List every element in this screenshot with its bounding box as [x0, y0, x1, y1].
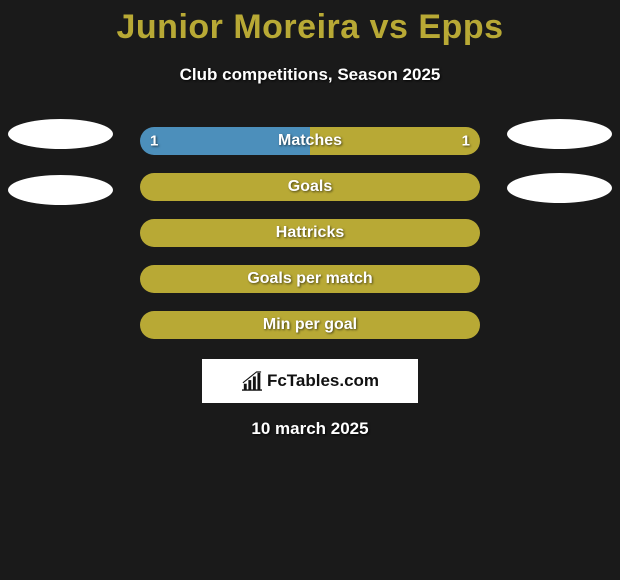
- player-right-oval: [507, 173, 612, 203]
- stat-row: Min per goal: [0, 303, 620, 349]
- barchart-icon: [241, 371, 263, 391]
- stat-bar: Goals: [140, 173, 480, 201]
- page-title: Junior Moreira vs Epps: [0, 0, 620, 47]
- footer-date: 10 march 2025: [0, 419, 620, 439]
- stat-row: Goals per match: [0, 257, 620, 303]
- stat-bar-right: [140, 219, 480, 247]
- stat-row: Goals: [0, 165, 620, 211]
- subtitle: Club competitions, Season 2025: [0, 65, 620, 85]
- stat-bar-left: [140, 127, 310, 155]
- stat-bar-right: [310, 127, 480, 155]
- player-left-oval: [8, 119, 113, 149]
- logo-text: FcTables.com: [267, 371, 379, 391]
- stat-bar: Hattricks: [140, 219, 480, 247]
- player-right-oval: [507, 119, 612, 149]
- player-left-oval: [8, 175, 113, 205]
- stat-bar: Min per goal: [140, 311, 480, 339]
- stat-row: Hattricks: [0, 211, 620, 257]
- stat-row: Matches11: [0, 119, 620, 165]
- stat-right-value: 1: [462, 133, 470, 150]
- stat-bar-right: [140, 173, 480, 201]
- stat-left-value: 1: [150, 133, 158, 150]
- logo-box: FcTables.com: [202, 359, 418, 403]
- comparison-chart: Matches11GoalsHattricksGoals per matchMi…: [0, 119, 620, 349]
- stat-bar: Goals per match: [140, 265, 480, 293]
- stat-bar: Matches11: [140, 127, 480, 155]
- stat-bar-right: [140, 311, 480, 339]
- stat-bar-right: [140, 265, 480, 293]
